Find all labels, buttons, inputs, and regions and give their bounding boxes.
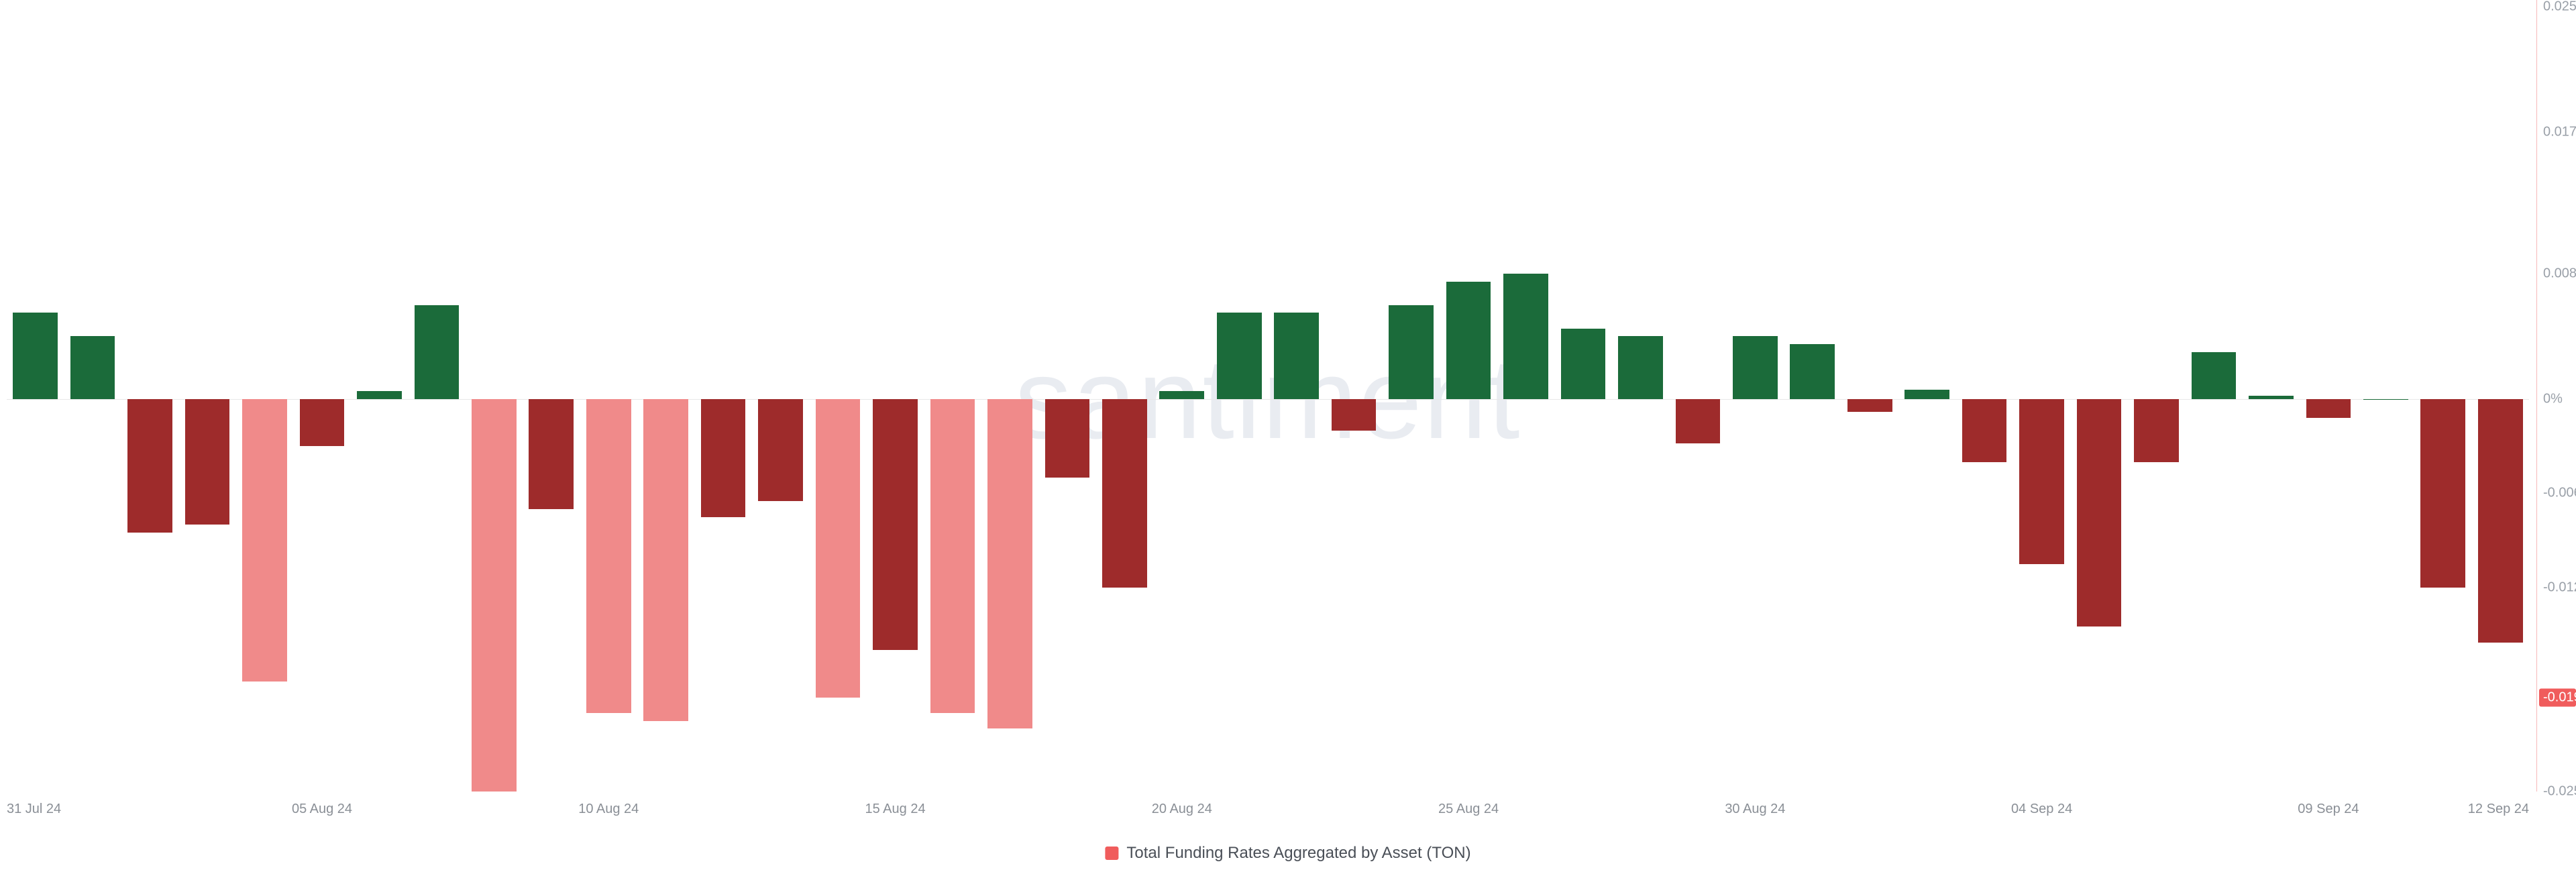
bar	[2478, 399, 2523, 643]
bar	[1676, 399, 1721, 443]
y-tick-label: 0.008%	[2539, 266, 2576, 281]
x-tick-label: 09 Sep 24	[2298, 802, 2359, 817]
bar	[472, 399, 517, 792]
bar	[1446, 282, 1491, 400]
bar	[529, 399, 574, 509]
bar	[1618, 336, 1663, 399]
x-tick-label: 31 Jul 24	[7, 802, 61, 817]
plot-area: santiment	[7, 7, 2529, 792]
y-tick-label: -0.019%	[2539, 688, 2576, 706]
bar	[2134, 399, 2179, 462]
bar	[2192, 352, 2237, 399]
bar	[1332, 399, 1377, 431]
bar	[1159, 391, 1204, 399]
bar	[2420, 399, 2465, 588]
bar	[415, 305, 460, 399]
bar	[930, 399, 975, 713]
bar	[1733, 336, 1778, 399]
bar	[586, 399, 631, 713]
x-tick-label: 04 Sep 24	[2011, 802, 2072, 817]
bar	[701, 399, 746, 517]
y-tick-label: -0.012%	[2539, 580, 2576, 595]
bar	[987, 399, 1032, 728]
bar	[1045, 399, 1090, 478]
y-tick-label: 0.017%	[2539, 125, 2576, 140]
x-tick-label: 20 Aug 24	[1152, 802, 1212, 817]
x-tick-label: 10 Aug 24	[578, 802, 639, 817]
bar	[816, 399, 861, 698]
bar	[242, 399, 287, 682]
bar	[1847, 399, 1892, 412]
y-tick-label: -0.006%	[2539, 486, 2576, 501]
bar	[873, 399, 918, 650]
bar	[13, 313, 58, 399]
y-axis-line	[2536, 0, 2537, 792]
x-tick-label: 05 Aug 24	[292, 802, 352, 817]
x-tick-label: 15 Aug 24	[865, 802, 925, 817]
bar	[2077, 399, 2122, 626]
bar	[2363, 399, 2408, 400]
y-tick-label: 0.025%	[2539, 0, 2576, 15]
funding-rate-chart: santiment Total Funding Rates Aggregated…	[0, 0, 2576, 872]
bar	[70, 336, 115, 399]
bar	[1561, 329, 1606, 399]
x-tick-label: 25 Aug 24	[1438, 802, 1499, 817]
bar	[1790, 344, 1835, 399]
bar	[2019, 399, 2064, 564]
y-tick-label: -0.025%	[2539, 784, 2576, 800]
legend-swatch	[1105, 847, 1118, 860]
legend: Total Funding Rates Aggregated by Asset …	[1105, 844, 1470, 863]
bar	[2249, 396, 2294, 399]
bar	[2306, 399, 2351, 418]
bar	[758, 399, 803, 501]
legend-label: Total Funding Rates Aggregated by Asset …	[1126, 844, 1470, 863]
bar	[127, 399, 172, 533]
bar	[643, 399, 688, 721]
x-tick-label: 30 Aug 24	[1725, 802, 1785, 817]
bar	[1274, 313, 1319, 399]
bar	[1904, 390, 1949, 399]
bar	[185, 399, 230, 525]
bar	[1503, 274, 1548, 399]
bar	[1962, 399, 2007, 462]
bar	[1389, 305, 1434, 399]
bar	[357, 391, 402, 399]
bar	[300, 399, 345, 446]
y-tick-label: 0%	[2539, 392, 2576, 407]
bar	[1217, 313, 1262, 399]
bar	[1102, 399, 1147, 588]
x-tick-label: 12 Sep 24	[2468, 802, 2529, 817]
